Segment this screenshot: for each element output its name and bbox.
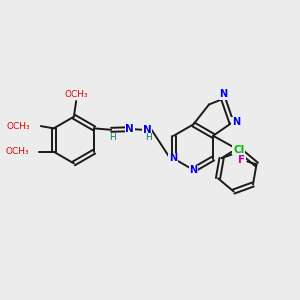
Text: N: N <box>125 124 134 134</box>
Text: N: N <box>190 165 198 175</box>
Text: F: F <box>238 155 245 165</box>
Text: N: N <box>232 117 240 128</box>
Text: N: N <box>219 89 227 99</box>
Text: OCH₃: OCH₃ <box>5 147 28 156</box>
Text: N: N <box>143 125 152 135</box>
Text: H: H <box>109 133 116 142</box>
Text: N: N <box>169 153 177 163</box>
Text: OCH₃: OCH₃ <box>7 122 30 130</box>
Text: OCH₃: OCH₃ <box>64 90 88 99</box>
Text: Cl: Cl <box>233 145 244 154</box>
Text: H: H <box>145 133 152 142</box>
